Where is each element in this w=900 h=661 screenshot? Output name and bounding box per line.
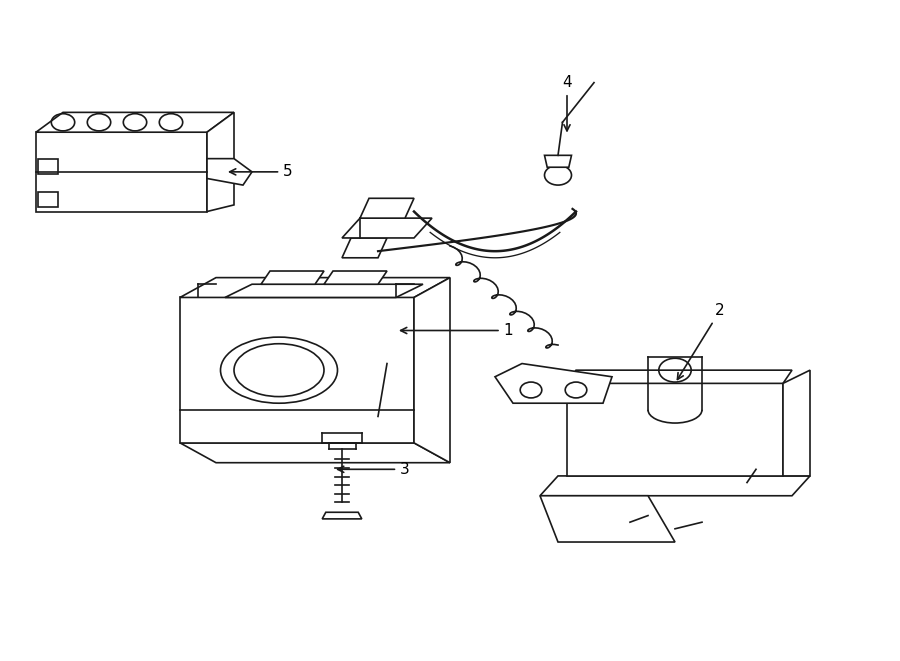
Polygon shape — [414, 278, 450, 463]
Polygon shape — [207, 112, 234, 212]
Polygon shape — [36, 112, 234, 132]
Polygon shape — [360, 198, 414, 218]
Polygon shape — [324, 271, 387, 284]
Polygon shape — [180, 278, 450, 297]
Polygon shape — [342, 218, 432, 238]
Polygon shape — [180, 297, 414, 443]
Text: 5: 5 — [230, 165, 292, 179]
Polygon shape — [342, 238, 387, 258]
Polygon shape — [495, 364, 612, 403]
Polygon shape — [180, 443, 450, 463]
Polygon shape — [567, 383, 783, 476]
Text: 2: 2 — [678, 303, 725, 379]
Polygon shape — [540, 496, 675, 542]
Polygon shape — [207, 159, 252, 185]
Polygon shape — [567, 370, 792, 383]
Polygon shape — [783, 370, 810, 476]
Polygon shape — [36, 132, 207, 212]
Polygon shape — [544, 155, 572, 167]
Polygon shape — [261, 271, 324, 284]
Polygon shape — [225, 284, 423, 297]
Bar — [38, 192, 58, 207]
Bar — [38, 159, 58, 174]
Polygon shape — [540, 476, 810, 496]
Text: 4: 4 — [562, 75, 572, 131]
Polygon shape — [322, 512, 362, 519]
Text: 1: 1 — [400, 323, 513, 338]
Text: 3: 3 — [338, 462, 410, 477]
